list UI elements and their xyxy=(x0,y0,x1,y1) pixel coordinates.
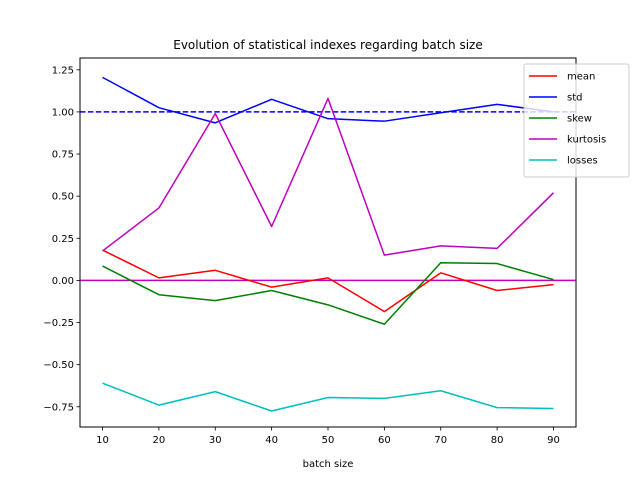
y-tick-label: −0.75 xyxy=(43,402,74,413)
series-line-losses xyxy=(102,382,554,412)
y-axis: −0.75 −0.50 −0.25 0.00 0.25 0.50 0.75 1.00 1.25 xyxy=(43,65,80,413)
x-tick-label: 20 xyxy=(153,435,166,446)
series-line-kurtosis xyxy=(102,97,554,256)
x-tick-label: 70 xyxy=(434,435,447,446)
legend-label-skew: skew xyxy=(567,114,592,125)
series-line-std xyxy=(102,76,554,124)
x-tick-label: 10 xyxy=(96,435,109,446)
y-tick-label: −0.50 xyxy=(43,360,74,371)
x-tick-label: 40 xyxy=(265,435,278,446)
x-tick-label: 80 xyxy=(491,435,504,446)
legend-label-std: std xyxy=(567,93,582,104)
reference-lines xyxy=(80,111,576,282)
legend: mean std skew kurtosis losses xyxy=(523,63,630,178)
y-tick-label: 0.50 xyxy=(52,192,74,203)
series-line-skew xyxy=(102,261,554,325)
legend-label-mean: mean xyxy=(567,72,595,83)
y-tick-label: 0.75 xyxy=(52,150,74,161)
legend-box xyxy=(523,63,630,178)
plot-frame xyxy=(79,57,577,428)
x-tick-label: 50 xyxy=(322,435,335,446)
legend-label-kurtosis: kurtosis xyxy=(567,135,606,146)
x-axis: 10 20 30 40 50 60 70 80 90 xyxy=(96,427,560,446)
y-tick-label: 1.25 xyxy=(52,65,74,76)
x-tick-label: 30 xyxy=(209,435,222,446)
y-tick-label: 1.00 xyxy=(52,107,74,118)
legend-label-losses: losses xyxy=(567,156,598,167)
y-tick-label: 0.25 xyxy=(52,234,74,245)
series-lines xyxy=(102,76,554,412)
y-tick-label: 0.00 xyxy=(52,276,74,287)
series-line-mean xyxy=(102,249,554,313)
y-tick-label: −0.25 xyxy=(43,318,74,329)
x-tick-label: 60 xyxy=(378,435,391,446)
chart-title: Evolution of statistical indexes regardi… xyxy=(173,38,483,52)
x-axis-label: batch size xyxy=(303,459,354,470)
x-tick-label: 90 xyxy=(547,435,560,446)
